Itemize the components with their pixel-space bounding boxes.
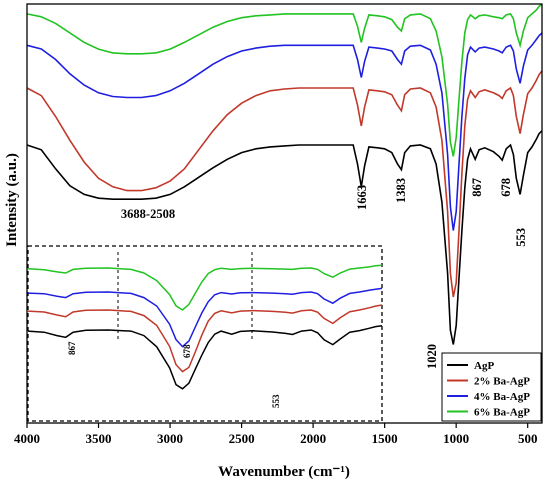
annotation-1020: 1020 — [425, 344, 439, 369]
series-line-3 — [26, 3, 543, 157]
x-tick-label-2500: 2500 — [229, 431, 255, 446]
x-tick-label-3000: 3000 — [157, 431, 183, 446]
y-axis-label: Intensity (a.u.) — [4, 153, 20, 247]
legend: AgP 2% Ba-AgP 4% Ba-AgP 6% Ba-AgP — [441, 352, 542, 422]
x-tick-label-2000: 2000 — [300, 431, 326, 446]
series-line-1 — [26, 70, 543, 298]
annotation-1383: 1383 — [394, 178, 408, 203]
annotation-678: 678 — [499, 178, 513, 197]
legend-label-1: 2% Ba-AgP — [474, 376, 530, 388]
x-tick-label-500: 500 — [518, 431, 538, 446]
inset-annotation-2: 553 — [271, 394, 281, 408]
inset-series-line-0 — [27, 325, 383, 390]
legend-label-3: 6% Ba-AgP — [474, 407, 530, 419]
x-tick-label-1000: 1000 — [443, 431, 469, 446]
inset-border — [27, 245, 383, 422]
series-layer — [26, 3, 543, 345]
annotation-broad-band: 3688-2508 — [121, 207, 175, 221]
x-tick-label-1500: 1500 — [372, 431, 398, 446]
plot-frame — [26, 3, 543, 424]
x-axis-label: Wavenumber (cm⁻¹) — [218, 464, 350, 480]
legend-label-2: 4% Ba-AgP — [474, 391, 530, 403]
series-line-0 — [26, 130, 543, 345]
inset-series-line-3 — [27, 264, 383, 311]
annotation-867: 867 — [470, 178, 484, 197]
inset-annotation-0: 867 — [67, 341, 77, 355]
inset-annotation-1: 678 — [182, 344, 192, 358]
x-axis: 4000 3500 3000 2500 2000 1500 1000 500 — [14, 423, 537, 446]
series-line-2 — [26, 32, 543, 231]
inset-panel: 867 678 553 — [27, 245, 383, 422]
annotation-1663: 1663 — [355, 185, 369, 210]
inset-series-line-1 — [27, 304, 383, 373]
annotation-553: 553 — [514, 228, 528, 247]
inset-series-line-2 — [27, 287, 383, 348]
x-tick-label-4000: 4000 — [14, 431, 40, 446]
legend-label-0: AgP — [474, 360, 494, 372]
x-tick-label-3500: 3500 — [86, 431, 112, 446]
